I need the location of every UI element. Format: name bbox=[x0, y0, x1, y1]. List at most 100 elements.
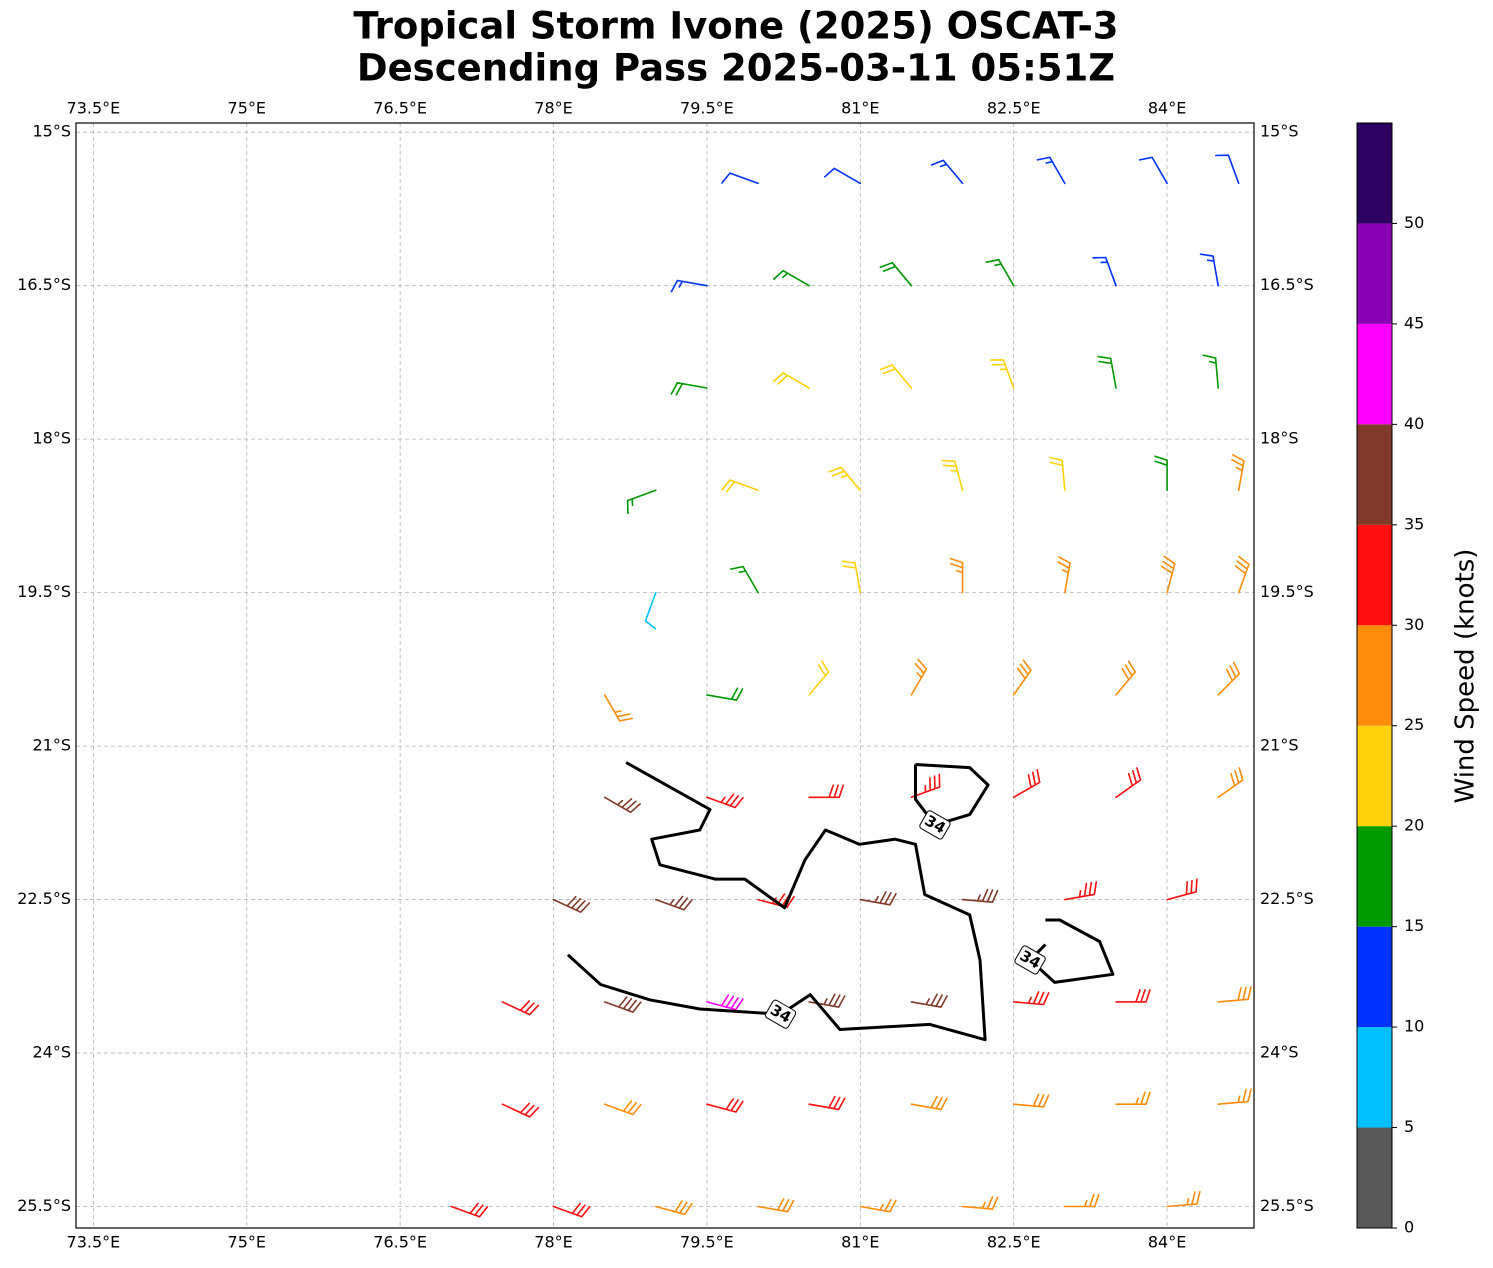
wind-barb bbox=[603, 694, 633, 722]
wind-barb bbox=[644, 591, 657, 630]
colorbar-tick-label: 35 bbox=[1404, 514, 1424, 533]
wind-barb bbox=[757, 1198, 795, 1213]
wind-barb bbox=[1097, 355, 1117, 389]
colorbar-segment bbox=[1357, 826, 1392, 927]
wind-barb bbox=[450, 1202, 489, 1218]
wind-barb bbox=[1012, 659, 1032, 696]
wind-barb bbox=[670, 279, 708, 293]
wind-barb bbox=[990, 359, 1015, 389]
wind-barb bbox=[1217, 986, 1252, 1003]
wind-barb bbox=[1160, 555, 1176, 594]
x-tick-label: 84°E bbox=[1148, 99, 1186, 118]
y-tick-label: 25.5°S bbox=[17, 1196, 71, 1215]
wind-barb bbox=[1115, 1091, 1151, 1105]
wind-barb bbox=[1217, 1088, 1252, 1105]
x-tick-label: 79.5°E bbox=[680, 1233, 734, 1252]
wind-barb bbox=[501, 1000, 540, 1016]
wind-barb bbox=[603, 796, 641, 814]
wind-barb bbox=[910, 993, 948, 1008]
wind-barb bbox=[949, 557, 964, 594]
y-tick-label: 15°S bbox=[1260, 122, 1299, 141]
colorbar-tick-label: 40 bbox=[1404, 414, 1424, 433]
colorbar-segment bbox=[1357, 1127, 1392, 1228]
contour-line bbox=[566, 761, 987, 1042]
y-tick-label: 18°S bbox=[1260, 429, 1299, 448]
y-tick-label: 24°S bbox=[32, 1043, 71, 1062]
x-tick-label: 75°E bbox=[228, 99, 266, 118]
contour-line bbox=[1028, 918, 1115, 984]
y-tick-label: 22.5°S bbox=[17, 889, 71, 908]
y-tick-label: 15°S bbox=[32, 122, 71, 141]
y-tick-label: 19.5°S bbox=[17, 582, 71, 601]
x-tick-label: 81°E bbox=[841, 1233, 879, 1252]
wind-barb bbox=[1166, 878, 1198, 901]
wind-barb bbox=[772, 269, 810, 287]
y-tick-label: 18°S bbox=[32, 429, 71, 448]
wind-barb bbox=[655, 1200, 693, 1216]
wind-barb bbox=[1036, 156, 1066, 185]
wind-barb bbox=[828, 466, 862, 492]
wind-barb bbox=[1049, 456, 1066, 492]
colorbar-tick-label: 25 bbox=[1404, 715, 1424, 734]
wind-barb bbox=[1199, 253, 1219, 287]
wind-barb bbox=[1215, 154, 1240, 185]
wind-barb bbox=[859, 891, 897, 906]
wind-barb bbox=[603, 996, 642, 1013]
wind-barb bbox=[552, 1202, 591, 1218]
wind-barb bbox=[1115, 660, 1136, 696]
x-tick-label: 73.5°E bbox=[67, 99, 121, 118]
colorbar-tick-label: 0 bbox=[1404, 1218, 1414, 1237]
colorbar: 0 5 10 15 20 25 30 35 40 45 50 bbox=[1356, 122, 1424, 1237]
wind-barb bbox=[1064, 881, 1098, 901]
wind-barb bbox=[706, 994, 744, 1011]
wind-barb bbox=[1057, 556, 1071, 594]
wind-barb bbox=[655, 895, 693, 911]
wind-barb bbox=[1115, 989, 1151, 1003]
colorbar-tick-label: 45 bbox=[1404, 313, 1424, 332]
contour-line bbox=[914, 763, 990, 827]
grid bbox=[76, 123, 1254, 1228]
wind-barb bbox=[1234, 555, 1250, 594]
wind-barb bbox=[824, 167, 862, 185]
wind-barb bbox=[1092, 256, 1117, 287]
x-tick-label: 78°E bbox=[534, 99, 572, 118]
wind-barb bbox=[501, 1102, 540, 1118]
colorbar-label: Wind Speed (knots) bbox=[1451, 549, 1481, 804]
colorbar-segment bbox=[1357, 524, 1392, 626]
wind-barb bbox=[1064, 1193, 1100, 1208]
x-tick-label: 78°E bbox=[534, 1233, 572, 1252]
map-frame bbox=[75, 122, 1255, 1229]
wind-barb bbox=[721, 172, 759, 185]
wind-barb bbox=[1012, 769, 1041, 799]
wind-barb bbox=[1138, 156, 1168, 185]
colorbar-segment bbox=[1357, 625, 1392, 726]
wind-barb bbox=[1154, 455, 1168, 492]
colorbar-tick-label: 50 bbox=[1404, 213, 1424, 232]
wind-barb bbox=[985, 258, 1015, 287]
wind-barb bbox=[772, 372, 810, 389]
wind-barb bbox=[1217, 767, 1244, 799]
contour-label-box bbox=[919, 810, 951, 840]
colorbar-tick-label: 20 bbox=[1404, 816, 1424, 835]
wind-barb bbox=[729, 565, 759, 594]
x-tick-label: 82.5°E bbox=[987, 99, 1041, 118]
x-tick-label: 76.5°E bbox=[373, 1233, 427, 1252]
contour-label-box bbox=[1014, 945, 1046, 975]
colorbar-segment bbox=[1357, 424, 1392, 525]
y-tick-label: 21°S bbox=[32, 736, 71, 755]
wind-barb bbox=[879, 261, 913, 287]
wind-barb bbox=[841, 560, 862, 594]
wind-barb bbox=[757, 893, 795, 909]
colorbar-segment bbox=[1357, 1027, 1392, 1128]
colorbar-frame bbox=[1356, 122, 1393, 1229]
wind-barb bbox=[808, 993, 846, 1008]
wind-barb bbox=[1231, 454, 1245, 492]
wind-barb bbox=[1217, 661, 1241, 696]
wind-barb bbox=[721, 479, 759, 493]
x-tick-label: 82.5°E bbox=[987, 1233, 1041, 1252]
title-line: Tropical Storm Ivone (2025) OSCAT-3 bbox=[353, 5, 1118, 48]
colorbar-segment bbox=[1357, 926, 1392, 1028]
wind-barb bbox=[706, 1098, 744, 1113]
